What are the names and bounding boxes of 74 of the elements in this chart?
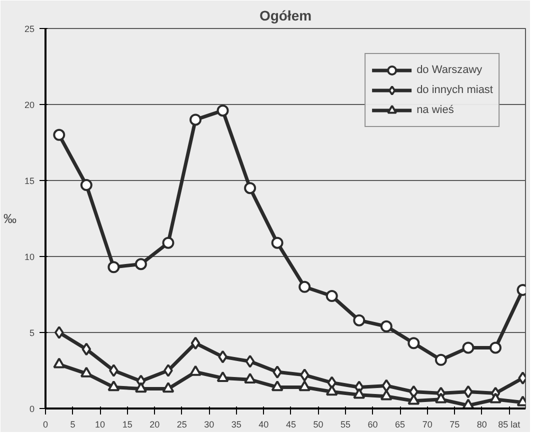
x-tick-label: 60 (368, 420, 378, 430)
x-tick-label: 30 (204, 420, 214, 430)
y-tick-label: 5 (29, 328, 35, 338)
point (54, 326, 64, 339)
point (80, 179, 92, 192)
point (162, 236, 174, 249)
point (164, 364, 173, 377)
point (162, 382, 174, 393)
legend-label: do innych miast (416, 84, 493, 96)
point (382, 379, 392, 392)
x-tick-label: 20 (150, 420, 160, 430)
point (380, 390, 392, 400)
point (271, 236, 284, 249)
point (490, 392, 502, 404)
y-axis-title: ‰ (3, 211, 16, 226)
point (244, 372, 256, 384)
point (326, 385, 338, 396)
point (434, 354, 447, 366)
point (326, 290, 338, 302)
point (190, 336, 200, 350)
y-tick-label: 15 (24, 176, 35, 186)
point (190, 365, 202, 376)
point (353, 388, 366, 399)
point (300, 368, 310, 382)
point (298, 280, 311, 293)
y-tick-label: 20 (24, 100, 35, 110)
x-tick-label: 45 (286, 420, 296, 430)
point (190, 114, 202, 126)
x-tick-label: 0 (42, 420, 48, 430)
point (380, 320, 392, 332)
point (108, 380, 120, 392)
point (408, 394, 420, 405)
x-tick-label: 40 (258, 420, 269, 430)
y-tick-label: 25 (24, 24, 35, 34)
x-tick-label: 10 (95, 420, 106, 430)
point (134, 258, 147, 270)
point (298, 380, 311, 392)
x-tick-label: 25 (176, 420, 187, 430)
point (353, 314, 366, 326)
x-tick-label: 50 (313, 420, 324, 430)
legend-label: do Warszawy (416, 64, 482, 76)
point (464, 385, 473, 398)
x-tick-label: 75 (450, 420, 460, 430)
point (53, 358, 66, 368)
chart-title: Ogółem (259, 8, 312, 24)
point (82, 342, 92, 356)
point (490, 342, 502, 354)
point (271, 380, 284, 392)
point (218, 350, 228, 364)
point (80, 366, 92, 378)
point (216, 371, 229, 382)
x-tick-label: 35 (231, 420, 242, 430)
point (272, 366, 282, 379)
y-tick-label: 10 (24, 252, 35, 262)
x-tick-label: 15 (122, 420, 132, 430)
legend-label: na wieś (416, 104, 454, 116)
point (434, 392, 447, 404)
x-tick-label: 55 (340, 420, 351, 430)
point (134, 382, 147, 393)
point (245, 354, 255, 368)
point (108, 261, 120, 274)
x-tick-label: 80 (476, 420, 487, 430)
point (53, 128, 66, 141)
x-tick-label: 5 (70, 420, 76, 430)
point (109, 364, 118, 377)
point (216, 104, 229, 117)
point (462, 342, 474, 354)
point (408, 337, 420, 350)
x-tick-label: 85 lat (498, 420, 521, 430)
point (327, 376, 337, 390)
point (244, 182, 256, 194)
x-tick-label: 70 (422, 420, 432, 430)
x-tick-label: 65 (395, 420, 406, 430)
y-tick-label: 0 (29, 404, 35, 414)
